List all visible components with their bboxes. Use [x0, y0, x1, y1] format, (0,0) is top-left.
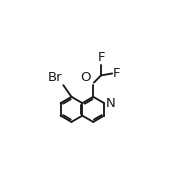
Text: F: F [113, 67, 121, 80]
Text: F: F [97, 51, 105, 64]
Text: N: N [106, 97, 116, 110]
Text: O: O [80, 71, 91, 84]
Text: Br: Br [48, 71, 63, 84]
